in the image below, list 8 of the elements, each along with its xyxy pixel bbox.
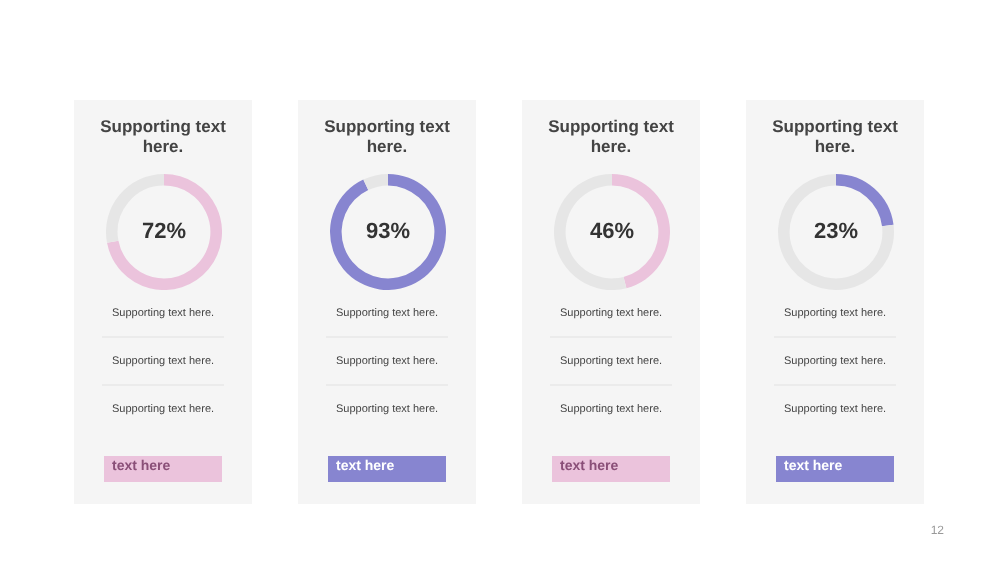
- text: 72%: [140, 220, 186, 245]
- chart-title: Supporting text here.: [98, 116, 228, 156]
- text: 93%: [364, 220, 410, 245]
- text: 23%: [812, 220, 858, 245]
- text: 46%: [588, 220, 634, 245]
- chart-title: Supporting text here.: [546, 116, 676, 156]
- chart-title: Supporting text here.: [322, 116, 452, 156]
- chart-title: Supporting text here.: [770, 116, 900, 156]
